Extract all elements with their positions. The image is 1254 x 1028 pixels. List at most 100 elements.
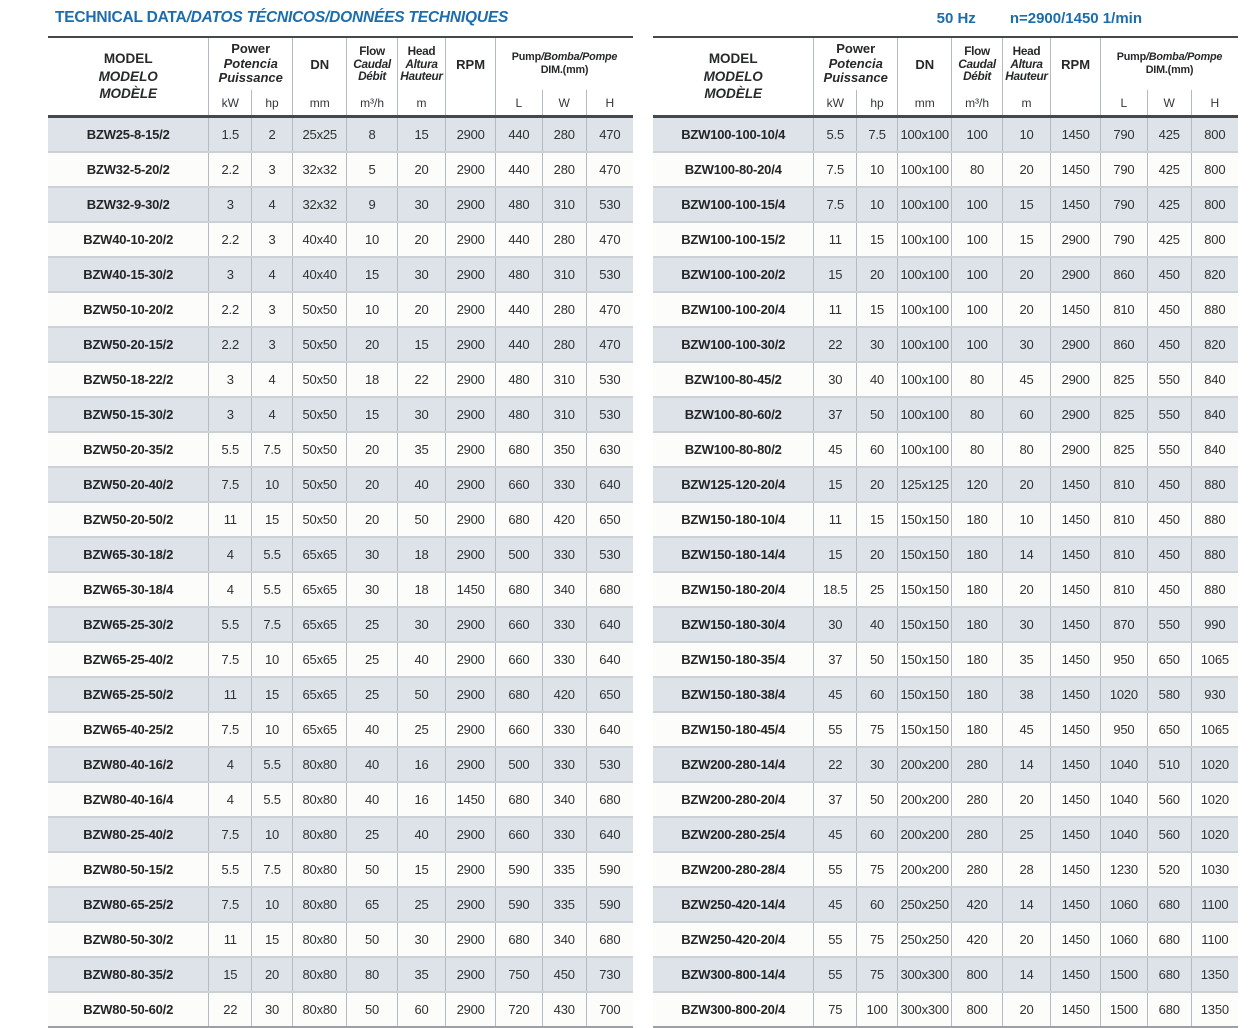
value-cell: 30 xyxy=(1001,606,1051,642)
value-cell: 55 xyxy=(813,851,857,887)
value-cell: 50 xyxy=(346,851,398,887)
value-cell: 680 xyxy=(1146,991,1192,1027)
value-cell: 720 xyxy=(494,991,543,1027)
value-cell: 860 xyxy=(1099,256,1148,292)
value-cell: 530 xyxy=(585,396,633,432)
value-cell: 800 xyxy=(1190,221,1238,257)
value-cell: 1450 xyxy=(1050,816,1101,852)
value-cell: 280 xyxy=(951,781,1003,817)
value-cell: 2900 xyxy=(445,361,496,397)
value-cell: 800 xyxy=(1190,116,1238,152)
value-cell: 2900 xyxy=(445,886,496,922)
value-cell: 330 xyxy=(541,536,587,572)
col-header-dn: DN xyxy=(897,37,952,90)
value-cell: 800 xyxy=(1190,151,1238,187)
value-cell: 440 xyxy=(494,291,543,327)
model-cell: BZW50-15-30/2 xyxy=(48,396,209,432)
value-cell: 7.5 xyxy=(251,431,293,467)
model-cell: BZW50-20-15/2 xyxy=(48,326,209,362)
value-cell: 45 xyxy=(1001,361,1051,397)
value-cell: 2900 xyxy=(445,256,496,292)
value-cell: 1450 xyxy=(1050,641,1101,677)
value-cell: 425 xyxy=(1146,186,1192,222)
value-cell: 75 xyxy=(856,956,898,992)
value-cell: 80 xyxy=(346,956,398,992)
table-row: BZW100-100-15/4 7.5 10 100x100 100 15 1450 790 4… xyxy=(653,186,1238,222)
value-cell: 2900 xyxy=(1050,361,1101,397)
value-cell: 2900 xyxy=(445,851,496,887)
table-row: BZW80-40-16/4 4 5.5 80x80 40 16 1450 680 340 680 xyxy=(48,781,633,817)
value-cell: 20 xyxy=(1001,256,1051,292)
table-row: BZW80-65-25/2 7.5 10 80x80 65 25 2900 590 335 590 xyxy=(48,886,633,922)
value-cell: 660 xyxy=(494,641,543,677)
value-cell: 2900 xyxy=(445,536,496,572)
value-cell: 200x200 xyxy=(897,816,952,852)
table-row: BZW150-180-14/4 15 20 150x150 180 14 1450 810 45… xyxy=(653,536,1238,572)
value-cell: 1500 xyxy=(1099,991,1148,1027)
value-cell: 680 xyxy=(1146,956,1192,992)
model-cell: BZW150-180-38/4 xyxy=(653,676,814,712)
value-cell: 80x80 xyxy=(292,956,347,992)
col-header-model: MODEL MODELO MODÈLE xyxy=(653,37,815,117)
value-cell: 660 xyxy=(494,606,543,642)
value-cell: 340 xyxy=(541,921,587,957)
table-row: BZW80-50-30/2 11 15 80x80 50 30 2900 680 340 680 xyxy=(48,921,633,957)
unit-length: L xyxy=(494,90,543,117)
value-cell: 330 xyxy=(541,606,587,642)
value-cell: 1450 xyxy=(1050,956,1101,992)
value-cell: 3 xyxy=(208,396,252,432)
value-cell: 520 xyxy=(1146,851,1192,887)
value-cell: 1450 xyxy=(1050,536,1101,572)
value-cell: 50 xyxy=(856,641,898,677)
value-cell: 280 xyxy=(541,326,587,362)
value-cell: 18 xyxy=(346,361,398,397)
value-cell: 4 xyxy=(208,746,252,782)
table-row: BZW50-15-30/2 3 4 50x50 15 30 2900 480 310 530 xyxy=(48,396,633,432)
value-cell: 20 xyxy=(1001,466,1051,502)
value-cell: 425 xyxy=(1146,221,1192,257)
value-cell: 80x80 xyxy=(292,781,347,817)
table-row: BZW250-420-20/4 55 75 250x250 420 20 1450 1060 6… xyxy=(653,921,1238,957)
value-cell: 100x100 xyxy=(897,116,952,152)
value-cell: 825 xyxy=(1099,361,1148,397)
unit-width: W xyxy=(1146,90,1192,117)
value-cell: 7.5 xyxy=(251,851,293,887)
col-header-dimensions: Pump/Bomba/Pompe DIM.(mm) xyxy=(1099,37,1238,90)
page-header: TECHNICAL DATA/DATOS TÉCNICOS/DONNÉES TE… xyxy=(0,0,1254,32)
model-cell: BZW65-30-18/4 xyxy=(48,571,209,607)
value-cell: 680 xyxy=(494,676,543,712)
value-cell: 650 xyxy=(1146,641,1192,677)
value-cell: 420 xyxy=(541,501,587,537)
value-cell: 9 xyxy=(346,186,398,222)
value-cell: 37 xyxy=(813,641,857,677)
model-cell: BZW150-180-14/4 xyxy=(653,536,814,572)
value-cell: 11 xyxy=(208,921,252,957)
value-cell: 550 xyxy=(1146,396,1192,432)
col-header-rpm: RPM xyxy=(445,37,496,90)
value-cell: 60 xyxy=(856,886,898,922)
value-cell: 45 xyxy=(813,676,857,712)
value-cell: 40 xyxy=(396,816,446,852)
value-cell: 1065 xyxy=(1190,711,1238,747)
speed-label: n=2900/1450 1/min xyxy=(1009,10,1142,27)
value-cell: 10 xyxy=(251,816,293,852)
value-cell: 2900 xyxy=(1050,326,1101,362)
value-cell: 1230 xyxy=(1099,851,1148,887)
value-cell: 150x150 xyxy=(897,676,952,712)
value-cell: 200x200 xyxy=(897,746,952,782)
value-cell: 450 xyxy=(1146,466,1192,502)
value-cell: 680 xyxy=(585,571,633,607)
value-cell: 860 xyxy=(1099,326,1148,362)
value-cell: 15 xyxy=(251,501,293,537)
value-cell: 25 xyxy=(346,816,398,852)
value-cell: 650 xyxy=(1146,711,1192,747)
table-row: BZW50-10-20/2 2.2 3 50x50 10 20 2900 440 280 470 xyxy=(48,291,633,327)
model-cell: BZW80-80-35/2 xyxy=(48,956,209,992)
page-title-translations: /DATOS TÉCNICOS/DONNÉES TECHNIQUES xyxy=(186,9,509,26)
value-cell: 280 xyxy=(541,151,587,187)
value-cell: 340 xyxy=(541,781,587,817)
value-cell: 7.5 xyxy=(813,151,857,187)
value-cell: 20 xyxy=(856,256,898,292)
model-cell: BZW80-40-16/4 xyxy=(48,781,209,817)
value-cell: 40 xyxy=(856,361,898,397)
